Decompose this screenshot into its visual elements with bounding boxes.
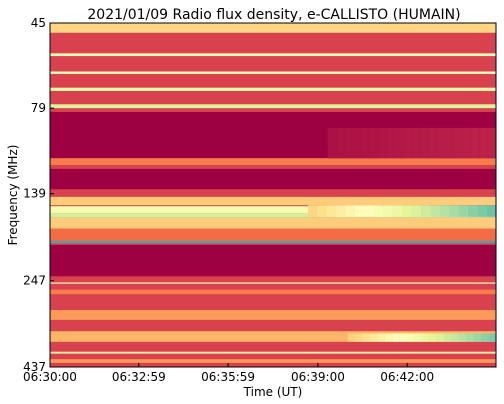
burst-feature — [336, 205, 346, 217]
frequency-band — [50, 158, 496, 165]
chart-title: 2021/01/09 Radio flux density, e-CALLIST… — [87, 7, 460, 23]
burst-feature — [354, 205, 365, 217]
burst-feature — [406, 333, 415, 342]
burst-feature — [383, 205, 393, 217]
heatmap-cells — [50, 23, 496, 367]
frequency-band — [50, 87, 496, 91]
burst-feature — [436, 333, 445, 342]
burst-feature — [378, 127, 387, 159]
y-tick-label: 45 — [31, 16, 46, 30]
burst-feature — [430, 205, 440, 217]
frequency-band — [50, 213, 496, 218]
x-tick-label: 06:39:00 — [291, 370, 345, 384]
frequency-band — [50, 289, 496, 295]
burst-feature — [414, 333, 422, 342]
burst-feature — [437, 127, 446, 159]
frequency-band — [50, 310, 496, 320]
burst-feature — [445, 127, 454, 159]
burst-feature — [399, 333, 407, 342]
frequency-band — [50, 217, 496, 229]
burst-feature — [411, 127, 421, 159]
burst-feature — [369, 333, 378, 342]
burst-feature — [395, 127, 404, 159]
frequency-band — [50, 168, 496, 190]
burst-feature — [327, 127, 337, 159]
burst-feature — [362, 333, 370, 342]
frequency-band — [50, 331, 496, 342]
frequency-band — [50, 53, 496, 57]
burst-feature — [429, 333, 437, 342]
burst-feature — [420, 205, 431, 217]
burst-feature — [345, 205, 355, 217]
burst-feature — [470, 127, 480, 159]
burst-feature — [411, 205, 421, 217]
burst-feature — [428, 127, 438, 159]
burst-feature — [307, 205, 318, 217]
frequency-band — [50, 206, 496, 214]
burst-feature — [384, 333, 393, 342]
frequency-band — [50, 240, 496, 244]
burst-feature — [420, 127, 429, 159]
burst-feature — [392, 205, 402, 217]
burst-feature — [481, 333, 489, 342]
burst-feature — [458, 333, 467, 342]
x-tick-label: 06:42:00 — [380, 370, 434, 384]
burst-feature — [347, 333, 356, 342]
burst-feature — [364, 205, 374, 217]
burst-feature — [369, 127, 379, 159]
x-tick-label: 06:35:59 — [201, 370, 255, 384]
frequency-band — [50, 196, 496, 206]
burst-feature — [344, 127, 354, 159]
plot-frame — [49, 22, 497, 368]
burst-feature — [361, 127, 370, 159]
frequency-band — [50, 228, 496, 241]
burst-feature — [336, 127, 345, 159]
burst-feature — [458, 205, 468, 217]
x-tick-label: 06:30:00 — [23, 370, 77, 384]
burst-feature — [486, 205, 496, 217]
y-axis-label: Frequency (MHz) — [6, 145, 20, 246]
x-tick-label: 06:32:59 — [112, 370, 166, 384]
frequency-band — [50, 104, 496, 109]
x-axis-label: Time (UT) — [243, 385, 303, 399]
x-ticks: 06:30:00 06:32:59 06:35:59 06:39:00 06:42:00 — [23, 363, 434, 384]
frequency-band — [50, 244, 496, 277]
burst-feature — [444, 333, 452, 342]
burst-feature — [448, 205, 459, 217]
y-ticks: 45 79 139 247 437 — [23, 16, 54, 374]
y-tick-label: 437 — [23, 360, 46, 374]
burst-feature — [467, 205, 478, 217]
heatmap-background — [50, 23, 496, 367]
burst-feature — [377, 333, 385, 342]
burst-feature — [477, 205, 487, 217]
burst-feature — [487, 127, 496, 159]
burst-feature — [462, 127, 471, 159]
burst-feature — [453, 127, 463, 159]
burst-feature — [326, 205, 337, 217]
burst-feature — [439, 205, 449, 217]
burst-feature — [401, 205, 412, 217]
burst-feature — [479, 127, 488, 159]
frequency-band — [50, 71, 496, 74]
burst-feature — [403, 127, 412, 159]
burst-feature — [317, 205, 327, 217]
burst-feature — [355, 333, 363, 342]
burst-feature — [353, 127, 362, 159]
y-tick-label: 79 — [31, 101, 46, 115]
frequency-band — [50, 282, 496, 284]
burst-feature — [473, 333, 482, 342]
y-tick-label: 139 — [23, 187, 46, 201]
burst-feature — [451, 333, 459, 342]
burst-feature — [421, 333, 430, 342]
y-tick-label: 247 — [23, 274, 46, 288]
burst-feature — [392, 333, 400, 342]
frequency-band — [50, 351, 496, 354]
burst-feature — [488, 333, 496, 342]
burst-feature — [373, 205, 384, 217]
frequency-band — [50, 359, 496, 363]
frequency-band — [50, 23, 496, 33]
burst-feature — [386, 127, 396, 159]
burst-feature — [466, 333, 474, 342]
